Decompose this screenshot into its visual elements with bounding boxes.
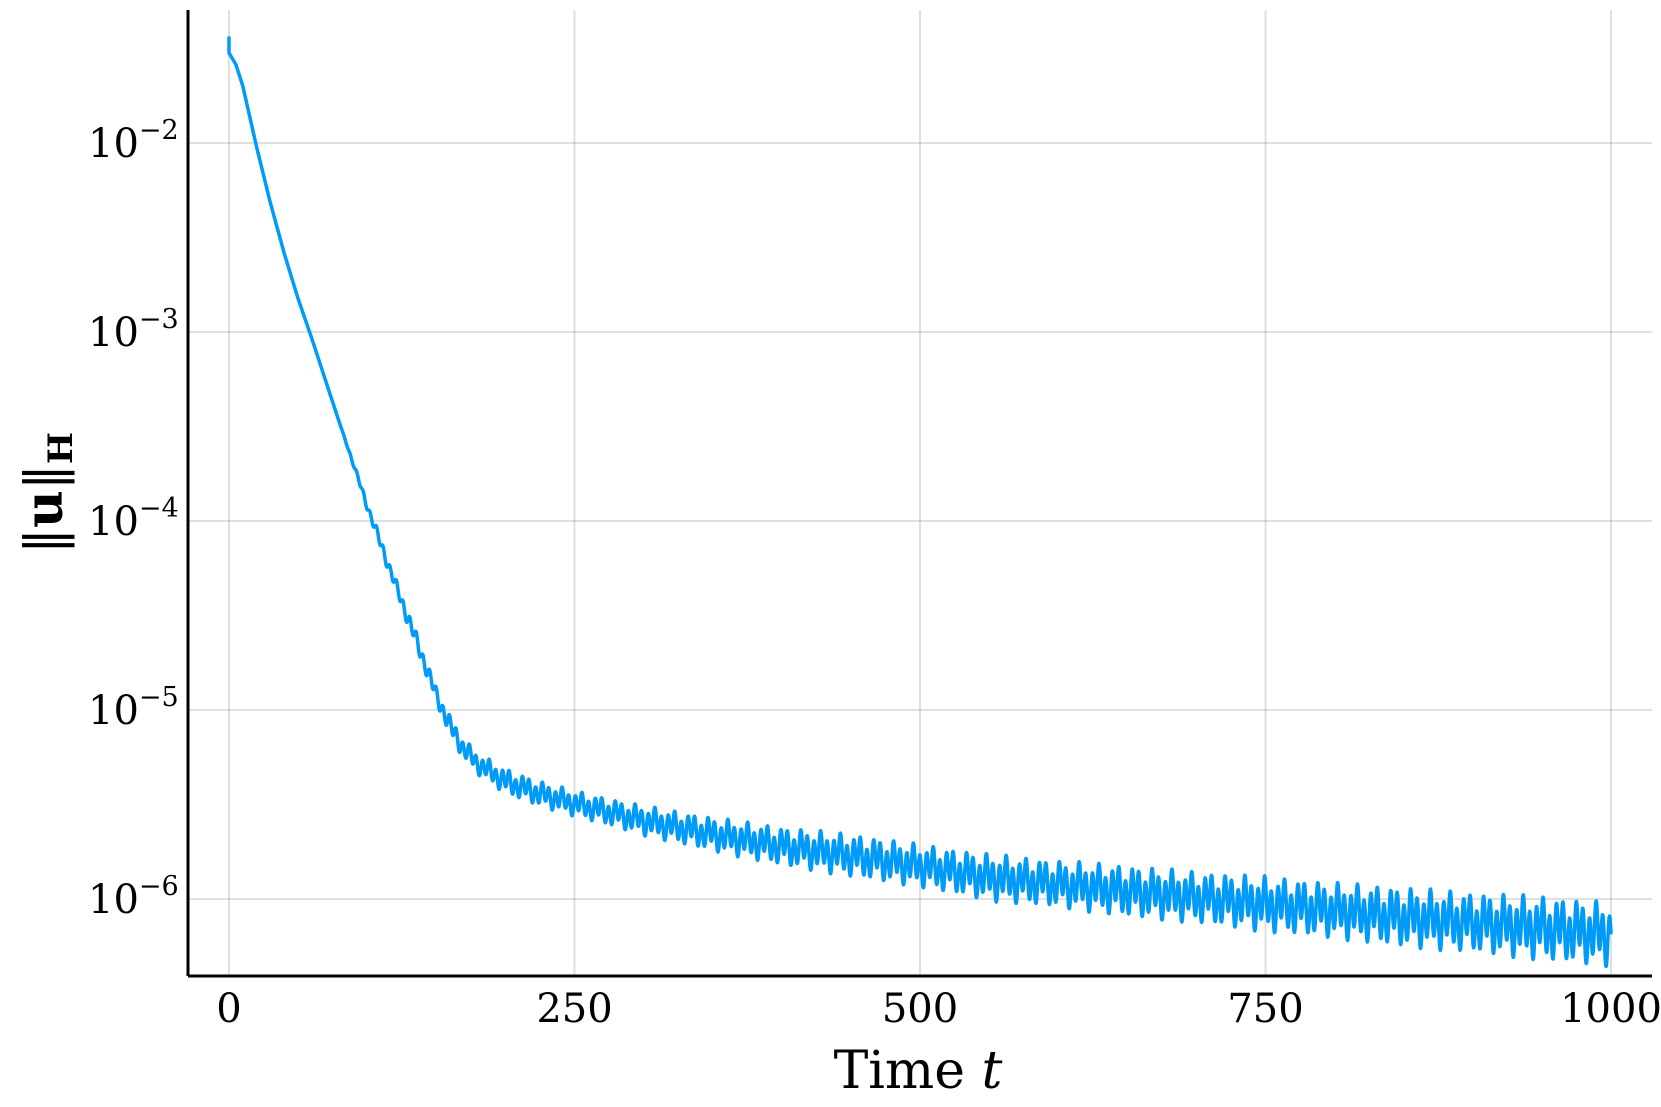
x-axis-title-var: t [982,1041,1003,1101]
x-tick-labels: 0 250 500 750 1000 [216,986,1661,1032]
x-tick-label: 1000 [1560,986,1661,1032]
x-axis-title: Time t [834,1041,1003,1101]
y-axis-title-var: u [14,490,75,528]
x-tick-label: 250 [536,986,612,1032]
y-axis-title-norm-open: ‖ [15,528,75,554]
y-tick-label: 10−3 [88,304,179,356]
series-layer [227,36,1613,969]
x-tick-label: 0 [216,986,241,1032]
x-axis-title-text: Time [834,1041,965,1101]
y-tick-labels: 10−2 10−3 10−4 10−5 10−6 [88,115,179,923]
svg-text:‖u‖H: ‖u‖H [14,432,81,554]
y-tick-label: 10−6 [88,871,179,923]
series-line [227,36,1613,969]
x-tick-label: 750 [1227,986,1303,1032]
y-tick-label: 10−4 [88,493,179,545]
y-tick-label: 10−5 [88,682,179,734]
x-tick-label: 500 [882,986,958,1032]
y-axis-title-subscript: H [41,432,81,464]
y-axis-title: ‖u‖H [14,432,81,554]
y-tick-label: 10−2 [88,115,179,167]
y-axis-title-norm-close: ‖ [15,464,75,490]
